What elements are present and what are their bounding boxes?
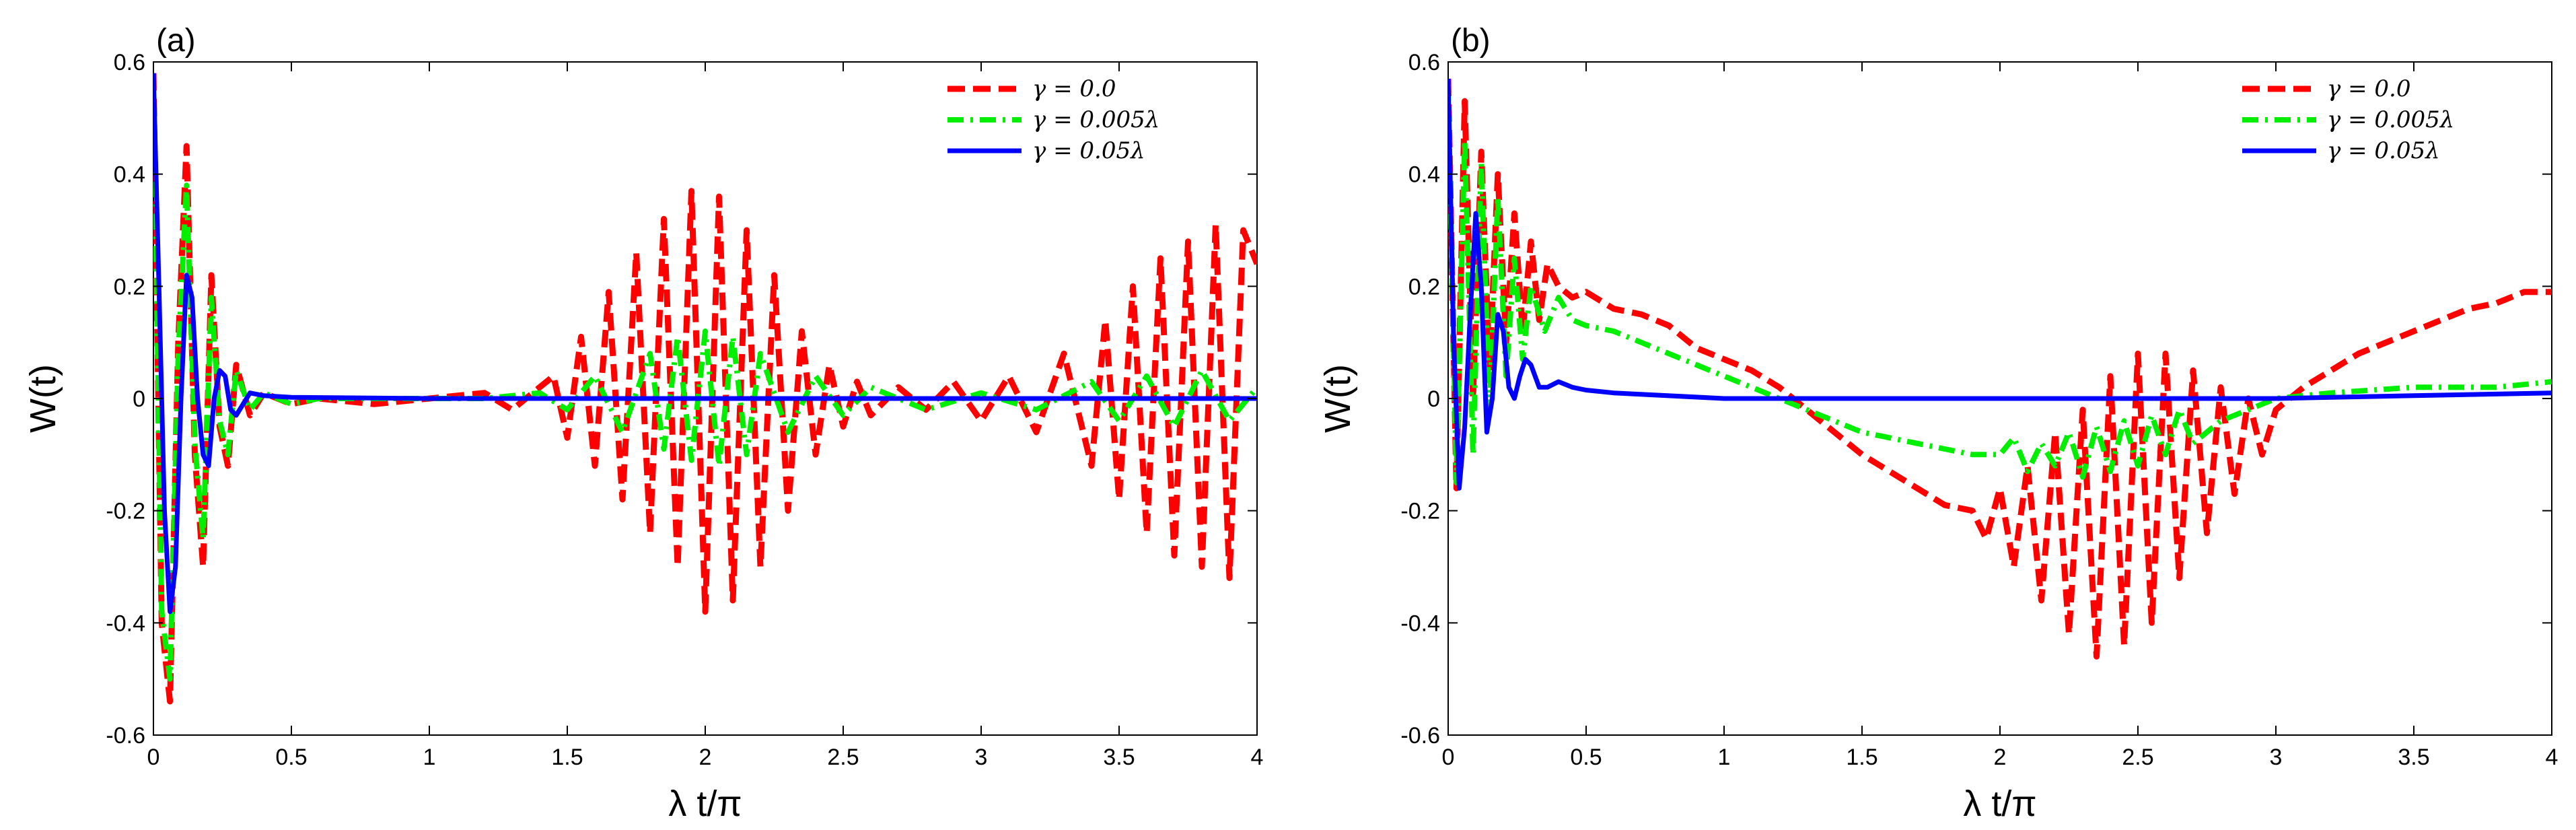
panel-a-series-2-line: [153, 73, 1257, 615]
panel-b-x-tick-label: 4: [2546, 745, 2559, 770]
panel-a-series-0-line: [153, 73, 1257, 705]
panel-b-x-tick-label: 0: [1442, 745, 1455, 770]
panel-b-series-0-line: [1448, 78, 2552, 660]
panel-b-x-tick-label: 2.5: [2122, 745, 2153, 770]
panel-b-y-tick-label: -0.6: [1400, 723, 1440, 749]
panel-b-y-tick-label: -0.2: [1400, 499, 1440, 524]
panel-b-x-tick-label: 3: [2270, 745, 2283, 770]
panel-b-x-tick-label: 2: [1994, 745, 2007, 770]
panel-a-x-tick-label: 4: [1251, 745, 1264, 770]
panel-a-series-layer: [153, 73, 1257, 705]
panel-a-x-tick-label: 2.5: [827, 745, 859, 770]
panel-a-x-tick-label: 0: [147, 745, 160, 770]
panel-a: 0 0.5 1 1.5 2 2.5 3 3.5 40.60.40.20-0.2-0.4-0.6 …: [23, 23, 1263, 824]
panel-b-legend-label-2: γ = 0.05λ: [2327, 137, 2440, 164]
panel-a-series-1-line: [153, 84, 1257, 682]
panel-b-legend: γ = 0.0 γ = 0.005λ γ = 0.05λ: [2242, 75, 2454, 164]
panel-a-legend-label-0: γ = 0.0: [1032, 75, 1116, 102]
panel-a-y-tick-label: -0.2: [106, 499, 145, 524]
panel-b-x-tick-label: 1: [1718, 745, 1731, 770]
panel-a-axes-layer: 0 0.5 1 1.5 2 2.5 3 3.5 4 0.6 0.4 0.2 0 -0.2 -0.4 -0.6: [106, 50, 1263, 770]
panel-a-y-tick-label: 0.4: [114, 162, 145, 188]
panel-b-y-tick-label: 0: [1427, 386, 1440, 412]
panel-b-y-tick-label: -0.4: [1400, 611, 1440, 636]
panel-b-series-layer: [1448, 78, 2552, 660]
panel-a-legend-label-1: γ = 0.005λ: [1032, 106, 1159, 133]
panel-a-y-tick-label: 0.6: [114, 50, 145, 75]
panel-b: 0 0.5 1 1.5 2 2.5 3 3.5 40.60.40.20-0.2-0.4-0.6 …: [1318, 23, 2558, 824]
panel-a-y-tick-label: -0.4: [106, 611, 145, 636]
panel-a-x-axis-label: λ t/π: [668, 784, 742, 824]
panel-b-label: (b): [1451, 23, 1491, 59]
panel-b-series-2-line: [1448, 78, 2552, 491]
panel-b-x-tick-label: 3.5: [2398, 745, 2429, 770]
panel-a-label: (a): [156, 23, 196, 59]
panel-a-x-tick-label: 3: [975, 745, 988, 770]
panel-a-y-tick-label: -0.6: [106, 723, 145, 749]
panel-a-x-tick-label: 2: [699, 745, 712, 770]
panel-a-x-tick-label: 0.5: [275, 745, 307, 770]
panel-a-x-tick-label: 3.5: [1103, 745, 1135, 770]
panel-a-y-tick-label: 0.2: [114, 274, 145, 300]
panel-b-legend-label-1: γ = 0.005λ: [2327, 106, 2454, 133]
panel-b-y-tick-label: 0.2: [1408, 274, 1440, 300]
panel-b-y-tick-label: 0.4: [1408, 162, 1440, 188]
panel-a-legend-label-2: γ = 0.05λ: [1032, 137, 1145, 164]
panel-b-x-tick-label: 0.5: [1570, 745, 1602, 770]
panel-a-y-tick-label: 0: [133, 386, 145, 412]
panel-b-x-tick-label: 1.5: [1846, 745, 1877, 770]
panel-b-series-1-line: [1448, 84, 2552, 485]
panel-a-y-axis-label: W(t): [23, 364, 63, 433]
panel-b-legend-label-0: γ = 0.0: [2327, 75, 2411, 102]
panel-b-y-tick-label: 0.6: [1408, 50, 1440, 75]
panel-b-axes-layer: 0 0.5 1 1.5 2 2.5 3 3.5 4 0.6 0.4 0.2 0 -0.2 -0.4 -0.6: [1400, 50, 2558, 770]
panel-a-x-tick-label: 1: [423, 745, 436, 770]
panel-a-x-tick-label: 1.5: [551, 745, 583, 770]
panel-a-legend: γ = 0.0 γ = 0.005λ γ = 0.05λ: [947, 75, 1159, 164]
panel-b-x-axis-label: λ t/π: [1963, 784, 2036, 824]
panel-b-y-axis-label: W(t): [1318, 364, 1358, 433]
